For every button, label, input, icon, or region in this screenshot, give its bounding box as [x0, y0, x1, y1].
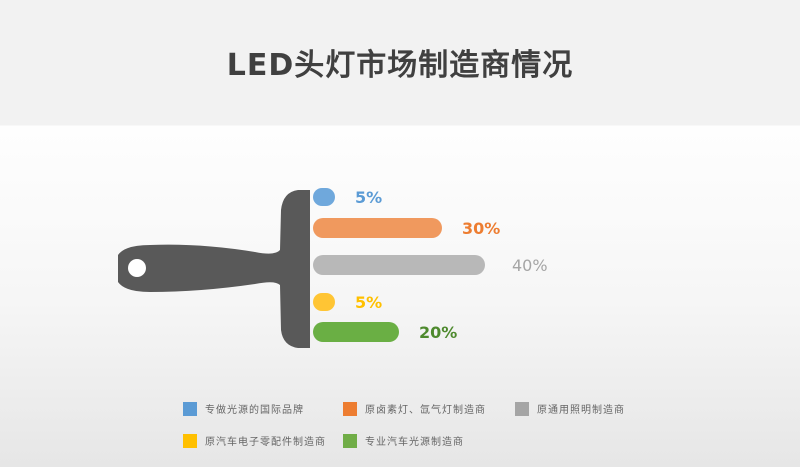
data-label-1: 5% [355, 188, 382, 207]
bar-1 [313, 188, 335, 206]
bar-4 [313, 293, 335, 311]
legend-label: 专做光源的国际品牌 [205, 405, 304, 416]
legend-item: 原汽车电子零配件制造商 [183, 433, 326, 448]
bar-3 [313, 255, 485, 275]
legend-swatch [343, 433, 357, 448]
legend-label: 原卤素灯、氙气灯制造商 [365, 405, 486, 416]
legend-item: 原卤素灯、氙气灯制造商 [343, 401, 486, 416]
legend-item: 专做光源的国际品牌 [183, 401, 304, 416]
bar-2 [313, 218, 442, 238]
legend-label: 原汽车电子零配件制造商 [205, 437, 326, 448]
bar-5 [313, 322, 399, 342]
chart-title: LED头灯市场制造商情况 [226, 48, 574, 83]
data-label-4: 5% [355, 293, 382, 312]
legend-swatch [515, 401, 529, 416]
legend-label: 专业汽车光源制造商 [365, 437, 464, 448]
legend-label: 原通用照明制造商 [537, 405, 625, 416]
data-label-2: 30% [462, 219, 500, 238]
legend-swatch [183, 433, 197, 448]
data-label-3: 40% [512, 256, 548, 275]
legend-swatch [343, 401, 357, 416]
legend-swatch [183, 401, 197, 416]
paintbrush-icon [118, 190, 310, 348]
data-label-5: 20% [419, 323, 457, 342]
legend-item: 专业汽车光源制造商 [343, 433, 464, 448]
legend-item: 原通用照明制造商 [515, 401, 625, 416]
